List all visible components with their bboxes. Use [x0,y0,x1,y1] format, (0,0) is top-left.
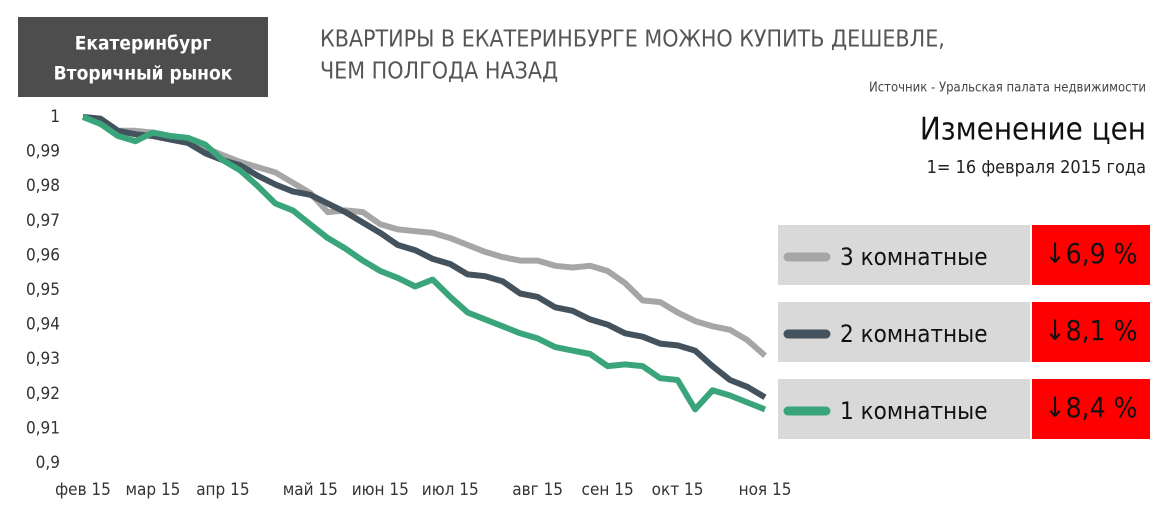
badge-line: Екатеринбург [75,33,212,55]
y-tick-label: 0,96 [26,245,60,265]
legend-label: 1 комнатные [840,397,988,425]
y-tick-label: 0,91 [26,418,60,438]
badge [18,17,268,97]
change-box [1032,379,1150,439]
change-box [1032,225,1150,285]
source: Источник - Уральская палата недвижимости [869,81,1146,96]
change-box [1032,302,1150,362]
y-tick-label: 0,93 [26,349,60,369]
change-label: ↓8,4 % [1044,391,1137,424]
legend-label: 2 комнатные [840,320,988,348]
x-tick-label: фев 15 [55,480,111,500]
x-tick-label: окт 15 [652,480,704,500]
x-tick-label: ноя 15 [739,480,792,500]
headline: ЧЕМ ПОЛГОДА НАЗАД [320,59,558,85]
y-tick-label: 0,97 [26,211,60,231]
y-tick-label: 0,94 [26,315,60,335]
series-line [82,114,767,358]
x-tick-label: июл 15 [422,480,479,500]
x-tick-label: апр 15 [196,480,249,500]
chart-title: Изменение цен [920,112,1146,148]
badge-line: Вторичный рынок [54,63,233,85]
change-label: ↓6,9 % [1044,237,1137,270]
x-tick-label: мар 15 [125,480,180,500]
x-tick-label: июн 15 [352,480,409,500]
series-line [82,114,767,400]
y-tick-label: 0,98 [26,176,60,196]
y-tick-label: 0,95 [26,280,60,300]
y-tick-label: 1 [50,107,60,127]
chart-subtitle: 1= 16 февраля 2015 года [927,157,1146,178]
x-tick-label: май 15 [283,480,338,500]
series-line [81,114,767,413]
legend-label: 3 комнатные [840,243,988,271]
change-label: ↓8,1 % [1044,314,1137,347]
y-tick-label: 0,9 [36,453,60,473]
headline: КВАРТИРЫ В ЕКАТЕРИНБУРГЕ МОЖНО КУПИТЬ ДЕ… [320,27,945,53]
y-tick-label: 0,99 [26,142,60,162]
x-tick-label: сен 15 [582,480,634,500]
y-tick-label: 0,92 [26,384,60,404]
x-tick-label: авг 15 [512,480,563,500]
